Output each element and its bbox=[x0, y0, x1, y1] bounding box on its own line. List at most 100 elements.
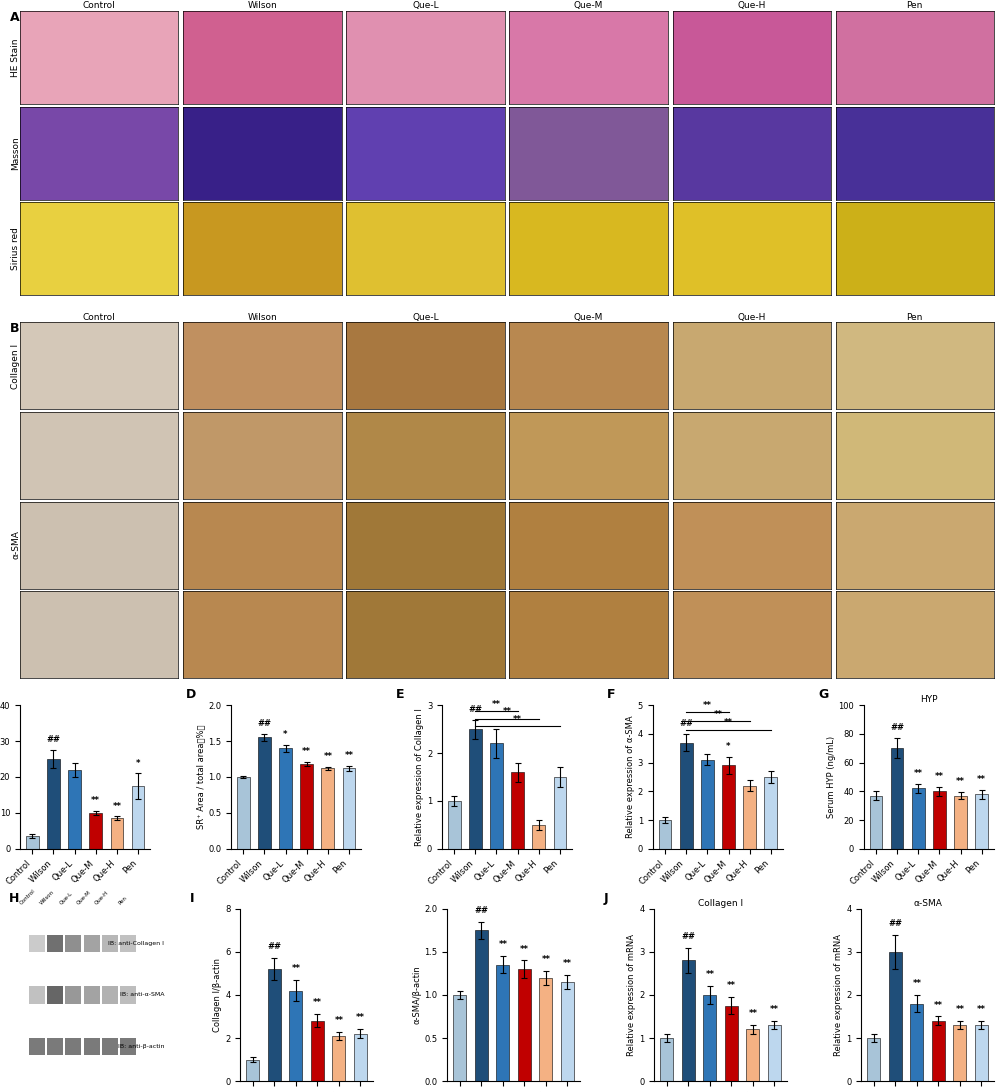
Y-axis label: Serum HYP (ng/mL): Serum HYP (ng/mL) bbox=[825, 736, 834, 818]
Bar bbox=[953, 1025, 966, 1081]
Text: **: ** bbox=[702, 701, 711, 710]
Text: **: ** bbox=[541, 954, 550, 964]
Title: Que-M: Que-M bbox=[574, 312, 603, 322]
Y-axis label: Collagen I/β-actin: Collagen I/β-actin bbox=[214, 958, 223, 1032]
Title: Que-L: Que-L bbox=[412, 312, 438, 322]
Bar bbox=[101, 986, 117, 1004]
Y-axis label: SR⁺ Area / total area（%）: SR⁺ Area / total area（%） bbox=[197, 725, 206, 829]
Title: Control: Control bbox=[83, 1, 115, 10]
Text: **: ** bbox=[323, 752, 332, 761]
Text: **: ** bbox=[302, 747, 311, 756]
Text: D: D bbox=[186, 688, 196, 701]
Text: IB: anti-β-actin: IB: anti-β-actin bbox=[118, 1044, 164, 1049]
Y-axis label: Relative expression of Collagen I: Relative expression of Collagen I bbox=[414, 708, 423, 846]
Bar bbox=[246, 1059, 259, 1081]
Title: Que-H: Que-H bbox=[737, 312, 765, 322]
Text: **: ** bbox=[344, 751, 353, 760]
Text: **: ** bbox=[563, 959, 572, 969]
Bar bbox=[474, 930, 487, 1081]
Bar bbox=[258, 737, 271, 848]
Text: **: ** bbox=[955, 1005, 964, 1013]
Bar bbox=[83, 986, 99, 1004]
Text: **: ** bbox=[503, 708, 511, 716]
Bar bbox=[974, 1025, 987, 1081]
Text: Pen: Pen bbox=[117, 894, 128, 905]
Text: *: * bbox=[135, 759, 140, 768]
Bar bbox=[342, 769, 355, 848]
Bar bbox=[29, 935, 45, 952]
Y-axis label: Collagen I: Collagen I bbox=[11, 343, 20, 389]
Text: **: ** bbox=[955, 778, 964, 786]
Bar bbox=[700, 760, 713, 848]
Text: **: ** bbox=[356, 1013, 365, 1022]
Bar bbox=[89, 812, 102, 848]
Bar bbox=[447, 800, 460, 848]
Bar bbox=[289, 990, 302, 1081]
Bar bbox=[29, 1038, 45, 1055]
Text: **: ** bbox=[705, 971, 714, 980]
Bar bbox=[120, 1038, 136, 1055]
Text: ##: ## bbox=[679, 720, 692, 728]
Title: Wilson: Wilson bbox=[248, 312, 277, 322]
Text: **: ** bbox=[769, 1005, 778, 1013]
Text: **: ** bbox=[112, 802, 121, 810]
Text: **: ** bbox=[513, 715, 522, 724]
Title: Que-M: Que-M bbox=[574, 1, 603, 10]
Text: **: ** bbox=[291, 964, 300, 973]
Text: **: ** bbox=[723, 719, 732, 727]
Bar bbox=[679, 743, 692, 848]
Text: Control: Control bbox=[19, 888, 37, 905]
Text: A: A bbox=[10, 11, 20, 24]
Text: ##: ## bbox=[257, 720, 271, 728]
Title: Pen: Pen bbox=[906, 1, 922, 10]
Bar bbox=[539, 977, 552, 1081]
Text: F: F bbox=[607, 688, 615, 701]
Bar bbox=[65, 1038, 81, 1055]
Title: HYP: HYP bbox=[919, 696, 937, 704]
Bar bbox=[268, 969, 281, 1081]
Bar bbox=[65, 986, 81, 1004]
Bar bbox=[495, 964, 509, 1081]
Text: J: J bbox=[604, 891, 608, 904]
Text: **: ** bbox=[520, 945, 529, 953]
Text: B: B bbox=[10, 322, 19, 335]
Bar bbox=[110, 818, 123, 848]
Bar bbox=[746, 1030, 758, 1081]
Bar bbox=[910, 1004, 923, 1081]
Bar bbox=[869, 796, 882, 848]
Bar bbox=[29, 986, 45, 1004]
Bar bbox=[279, 748, 292, 848]
Bar bbox=[26, 836, 39, 848]
Bar bbox=[867, 1038, 880, 1081]
Text: I: I bbox=[190, 891, 195, 904]
Text: **: ** bbox=[976, 1005, 985, 1013]
Bar bbox=[890, 748, 903, 848]
Title: Collagen I: Collagen I bbox=[697, 899, 742, 907]
Y-axis label: Relative expression of mRNA: Relative expression of mRNA bbox=[833, 934, 843, 1056]
Text: ##: ## bbox=[890, 724, 904, 733]
Bar bbox=[911, 788, 924, 848]
Title: Que-L: Que-L bbox=[412, 1, 438, 10]
Text: *: * bbox=[283, 729, 288, 739]
Bar bbox=[354, 1034, 366, 1081]
Text: **: ** bbox=[713, 710, 722, 719]
Text: **: ** bbox=[91, 796, 100, 805]
Text: **: ** bbox=[933, 1000, 942, 1010]
Bar bbox=[931, 1021, 944, 1081]
Y-axis label: HE Stain: HE Stain bbox=[11, 38, 20, 76]
Y-axis label: α-SMA: α-SMA bbox=[11, 531, 20, 559]
Bar bbox=[511, 772, 524, 848]
Bar bbox=[742, 785, 755, 848]
Y-axis label: Sirius red: Sirius red bbox=[11, 227, 20, 271]
Bar bbox=[763, 778, 776, 848]
Text: **: ** bbox=[913, 770, 922, 779]
Bar bbox=[658, 820, 671, 848]
Bar bbox=[68, 770, 81, 848]
Bar bbox=[47, 759, 60, 848]
Text: **: ** bbox=[313, 998, 322, 1008]
Bar bbox=[453, 995, 465, 1081]
Bar bbox=[489, 744, 503, 848]
Bar bbox=[101, 935, 117, 952]
Bar bbox=[703, 995, 715, 1081]
Text: ##: ## bbox=[467, 704, 481, 714]
